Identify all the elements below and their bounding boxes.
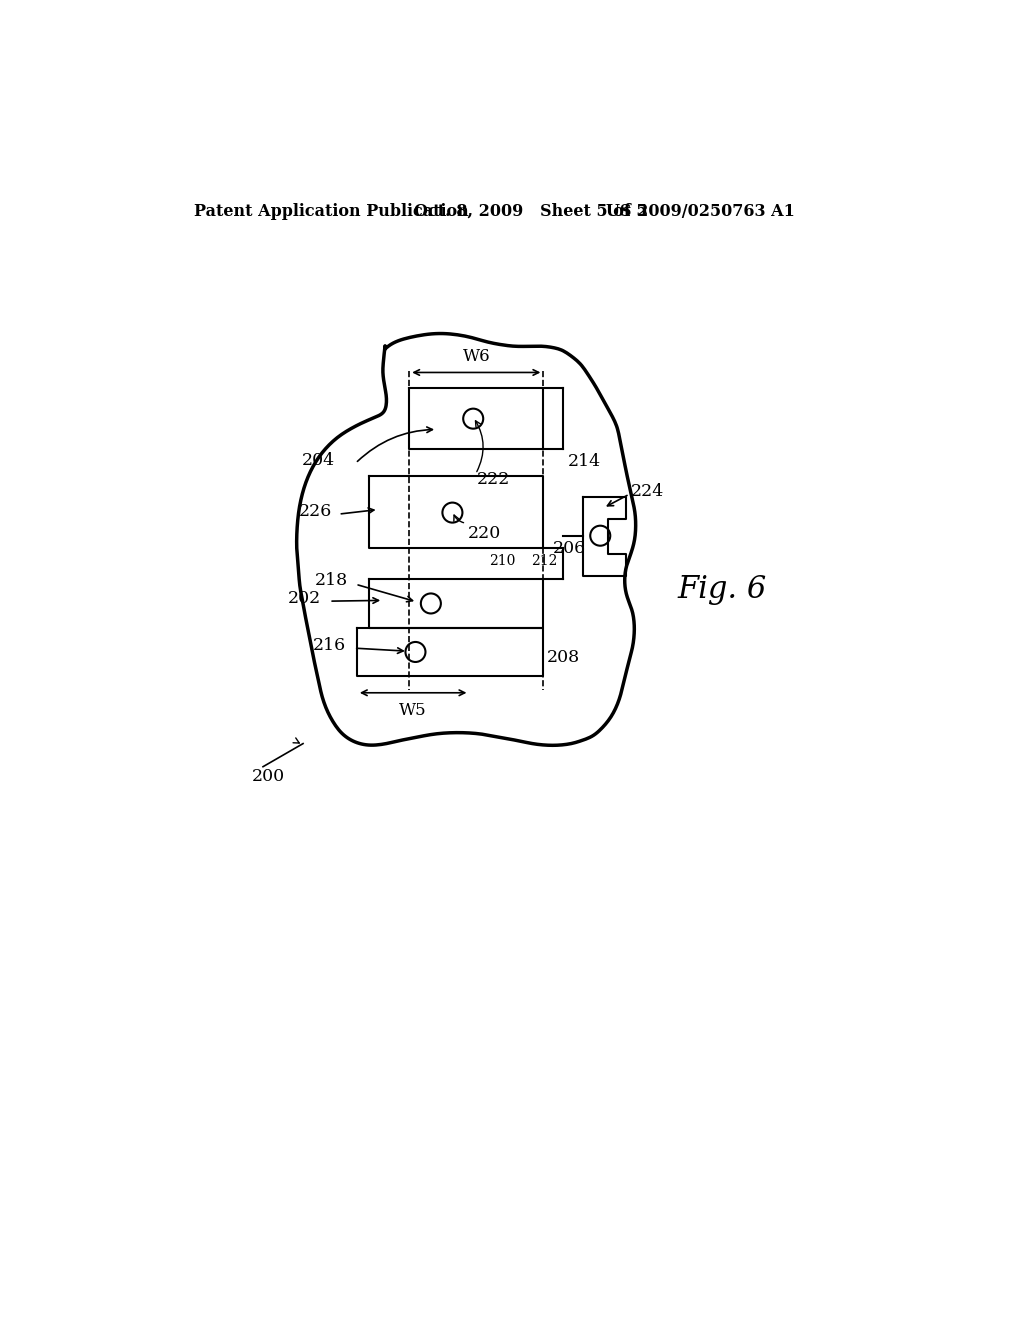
Text: 216: 216 <box>313 638 346 655</box>
Text: 208: 208 <box>547 649 580 665</box>
Text: 206: 206 <box>553 540 586 557</box>
Text: 214: 214 <box>568 453 601 470</box>
Text: W6: W6 <box>463 347 490 364</box>
Text: 212: 212 <box>531 554 557 568</box>
Text: 222: 222 <box>477 471 510 488</box>
Text: 210: 210 <box>489 554 515 568</box>
Text: 220: 220 <box>468 525 501 543</box>
Text: 200: 200 <box>252 768 286 785</box>
Text: 202: 202 <box>289 590 322 607</box>
Text: 224: 224 <box>631 483 665 499</box>
Text: US 2009/0250763 A1: US 2009/0250763 A1 <box>606 203 796 220</box>
Text: Patent Application Publication: Patent Application Publication <box>194 203 468 220</box>
Text: W5: W5 <box>399 702 427 719</box>
Text: 218: 218 <box>314 572 348 589</box>
Text: 226: 226 <box>299 503 333 520</box>
Text: 204: 204 <box>302 451 336 469</box>
Text: Oct. 8, 2009   Sheet 5 of 5: Oct. 8, 2009 Sheet 5 of 5 <box>414 203 647 220</box>
Text: Fig. 6: Fig. 6 <box>677 574 767 605</box>
